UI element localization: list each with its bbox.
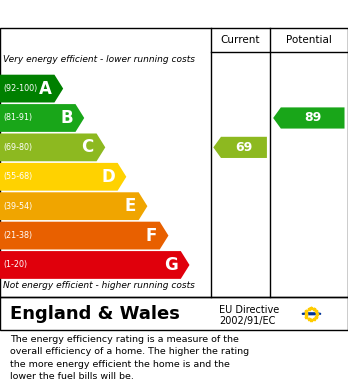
Polygon shape bbox=[0, 133, 105, 161]
Text: 89: 89 bbox=[304, 111, 321, 124]
Polygon shape bbox=[0, 75, 63, 102]
Text: (55-68): (55-68) bbox=[3, 172, 33, 181]
Text: F: F bbox=[145, 226, 157, 245]
Circle shape bbox=[302, 313, 321, 315]
Text: Current: Current bbox=[220, 35, 260, 45]
Text: The energy efficiency rating is a measure of the
overall efficiency of a home. T: The energy efficiency rating is a measur… bbox=[10, 335, 250, 381]
Text: D: D bbox=[101, 168, 115, 186]
Text: (81-91): (81-91) bbox=[3, 113, 33, 122]
Polygon shape bbox=[0, 192, 147, 220]
Text: C: C bbox=[81, 138, 94, 156]
Polygon shape bbox=[0, 251, 189, 279]
Text: Very energy efficient - lower running costs: Very energy efficient - lower running co… bbox=[3, 55, 196, 64]
Text: Potential: Potential bbox=[286, 35, 332, 45]
Text: England & Wales: England & Wales bbox=[10, 305, 180, 323]
Text: G: G bbox=[164, 256, 178, 274]
Text: A: A bbox=[39, 80, 52, 98]
Polygon shape bbox=[0, 163, 126, 191]
Polygon shape bbox=[0, 222, 168, 249]
Text: (1-20): (1-20) bbox=[3, 260, 27, 269]
Polygon shape bbox=[0, 104, 84, 132]
Polygon shape bbox=[273, 108, 345, 129]
Text: (21-38): (21-38) bbox=[3, 231, 33, 240]
Text: EU Directive: EU Directive bbox=[219, 305, 279, 315]
Text: (92-100): (92-100) bbox=[3, 84, 38, 93]
Text: 2002/91/EC: 2002/91/EC bbox=[219, 316, 276, 326]
Text: (39-54): (39-54) bbox=[3, 202, 33, 211]
Text: E: E bbox=[125, 197, 136, 215]
Polygon shape bbox=[213, 137, 267, 158]
Text: (69-80): (69-80) bbox=[3, 143, 33, 152]
Text: 69: 69 bbox=[235, 141, 253, 154]
Text: Not energy efficient - higher running costs: Not energy efficient - higher running co… bbox=[3, 281, 195, 290]
Text: B: B bbox=[60, 109, 73, 127]
Text: Energy Efficiency Rating: Energy Efficiency Rating bbox=[10, 7, 220, 22]
